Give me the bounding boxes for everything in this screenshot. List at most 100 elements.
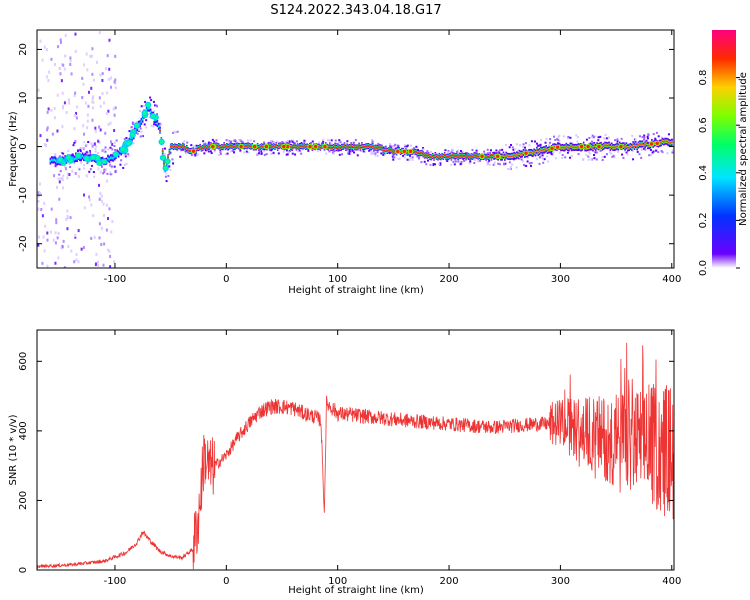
- noise-cell: [102, 101, 105, 105]
- noise-cell: [100, 199, 103, 203]
- ridge-cell: [516, 153, 518, 156]
- halo-cell: [377, 142, 380, 145]
- noise-cell: [39, 182, 42, 186]
- ridge-cell: [296, 145, 299, 148]
- halo-cell: [185, 150, 188, 153]
- halo-cell: [587, 158, 590, 161]
- halo-cell: [298, 149, 301, 152]
- ridge-cell: [358, 144, 360, 147]
- blob-mark: [112, 151, 119, 158]
- ridge-cell: [319, 146, 322, 149]
- noise-cell: [51, 132, 54, 136]
- ridge-cell: [256, 145, 259, 148]
- halo-cell: [508, 146, 511, 149]
- ridge-cell: [417, 152, 419, 155]
- ridge-cell: [465, 156, 467, 159]
- noise-cell: [81, 76, 84, 80]
- halo-cell: [79, 147, 82, 150]
- x-tick-label: 200: [439, 274, 458, 285]
- noise-cell: [43, 202, 46, 206]
- ridge-cell: [180, 146, 183, 149]
- noise-cell: [85, 174, 88, 178]
- colorbar-tick-label: 0.6: [698, 117, 709, 133]
- noise-cell: [46, 238, 49, 242]
- ridge-cell: [72, 156, 74, 159]
- halo-cell: [150, 99, 153, 102]
- halo-cell: [591, 134, 594, 137]
- ridge-cell: [350, 144, 352, 147]
- ridge-cell: [173, 145, 176, 148]
- halo-cell: [263, 141, 266, 144]
- halo-cell: [88, 170, 91, 173]
- ridge-cell: [669, 142, 672, 144]
- ridge-cell: [147, 106, 149, 110]
- halo-cell: [608, 136, 611, 139]
- ridge-cell: [304, 145, 307, 148]
- ridge-cell: [459, 154, 462, 157]
- noise-cell: [109, 163, 112, 167]
- ridge-cell: [506, 155, 509, 158]
- peak-mark: [281, 143, 287, 150]
- ridge-cell: [477, 155, 479, 158]
- noise-cell: [111, 220, 114, 224]
- halo-cell: [624, 150, 627, 153]
- halo-cell: [594, 135, 597, 138]
- noise-cell: [37, 243, 40, 247]
- ridge-cell: [474, 154, 477, 157]
- halo-cell: [599, 149, 602, 152]
- ridge-cell: [275, 144, 278, 147]
- halo-cell: [285, 149, 288, 152]
- x-tick-label: 0: [223, 274, 229, 285]
- halo-cell: [587, 155, 590, 158]
- ridge-cell: [328, 144, 331, 147]
- halo-cell: [111, 148, 114, 151]
- halo-cell: [83, 167, 86, 170]
- ridge-cell: [422, 153, 425, 156]
- ridge-cell: [485, 156, 487, 159]
- ridge-cell: [553, 145, 556, 148]
- noise-cell: [90, 203, 93, 207]
- halo-cell: [192, 153, 195, 156]
- halo-cell: [525, 164, 528, 167]
- ridge-cell: [340, 145, 343, 148]
- halo-cell: [512, 148, 515, 151]
- ridge-cell: [423, 154, 426, 157]
- halo-cell: [667, 133, 670, 136]
- ridge-cell: [534, 152, 537, 154]
- halo-cell: [392, 158, 395, 161]
- peak-mark: [654, 140, 660, 147]
- halo-cell: [364, 150, 367, 153]
- halo-cell: [608, 151, 611, 154]
- noise-cell: [47, 79, 50, 83]
- y-tick-label: 0: [18, 567, 29, 573]
- halo-cell: [173, 130, 176, 133]
- halo-cell: [276, 140, 279, 143]
- noise-cell: [63, 164, 66, 168]
- halo-cell: [322, 138, 325, 141]
- ridge-cell: [601, 146, 604, 148]
- noise-cell: [58, 66, 61, 70]
- ridge-cell: [359, 146, 362, 149]
- ridge-cell: [514, 155, 517, 157]
- halo-cell: [444, 149, 447, 152]
- ridge-cell: [279, 144, 282, 147]
- ridge-cell: [381, 146, 383, 149]
- ridge-cell: [383, 149, 386, 152]
- halo-cell: [307, 149, 310, 152]
- halo-cell: [86, 162, 89, 165]
- halo-cell: [89, 168, 92, 171]
- halo-cell: [508, 161, 511, 164]
- noise-cell: [75, 253, 78, 257]
- halo-cell: [335, 150, 338, 153]
- halo-cell: [660, 149, 663, 152]
- ridge-cell: [291, 146, 294, 149]
- halo-cell: [638, 153, 641, 156]
- halo-cell: [287, 151, 290, 154]
- blob-mark: [83, 155, 90, 162]
- halo-cell: [426, 150, 429, 153]
- noise-cell: [110, 85, 113, 89]
- peak-mark: [210, 143, 216, 150]
- halo-cell: [332, 150, 335, 153]
- noise-cell: [37, 191, 40, 195]
- noise-cell: [112, 107, 115, 111]
